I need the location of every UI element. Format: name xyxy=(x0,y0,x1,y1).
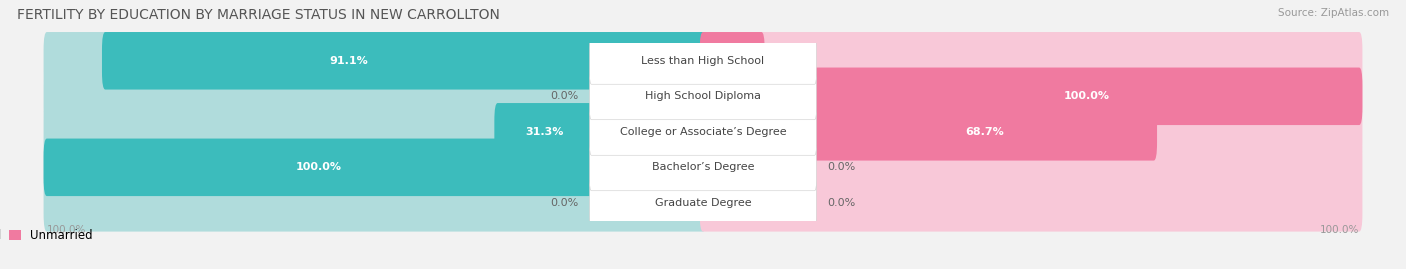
FancyBboxPatch shape xyxy=(44,139,706,196)
Text: 31.3%: 31.3% xyxy=(526,127,564,137)
Text: 91.1%: 91.1% xyxy=(329,56,368,66)
Text: 0.0%: 0.0% xyxy=(828,198,856,208)
FancyBboxPatch shape xyxy=(700,32,765,90)
Text: 0.0%: 0.0% xyxy=(550,91,578,101)
FancyBboxPatch shape xyxy=(700,103,1362,161)
Text: 100.0%: 100.0% xyxy=(1320,225,1360,235)
FancyBboxPatch shape xyxy=(44,139,706,196)
FancyBboxPatch shape xyxy=(44,174,706,232)
FancyBboxPatch shape xyxy=(700,32,1362,90)
FancyBboxPatch shape xyxy=(495,103,706,161)
FancyBboxPatch shape xyxy=(700,174,1362,232)
Text: 68.7%: 68.7% xyxy=(965,127,1004,137)
FancyBboxPatch shape xyxy=(589,37,817,84)
FancyBboxPatch shape xyxy=(103,32,706,90)
Text: Graduate Degree: Graduate Degree xyxy=(655,198,751,208)
FancyBboxPatch shape xyxy=(44,68,706,125)
FancyBboxPatch shape xyxy=(589,73,817,120)
FancyBboxPatch shape xyxy=(700,103,1157,161)
FancyBboxPatch shape xyxy=(589,144,817,191)
FancyBboxPatch shape xyxy=(44,103,706,161)
FancyBboxPatch shape xyxy=(700,68,1362,125)
Text: Bachelor’s Degree: Bachelor’s Degree xyxy=(652,162,754,172)
Text: 8.9%: 8.9% xyxy=(772,56,803,66)
FancyBboxPatch shape xyxy=(700,139,1362,196)
Text: 0.0%: 0.0% xyxy=(828,162,856,172)
Text: High School Diploma: High School Diploma xyxy=(645,91,761,101)
Text: 100.0%: 100.0% xyxy=(297,162,342,172)
Text: 100.0%: 100.0% xyxy=(46,225,86,235)
Text: 0.0%: 0.0% xyxy=(550,198,578,208)
Text: FERTILITY BY EDUCATION BY MARRIAGE STATUS IN NEW CARROLLTON: FERTILITY BY EDUCATION BY MARRIAGE STATU… xyxy=(17,8,499,22)
Legend: Married, Unmarried: Married, Unmarried xyxy=(0,224,97,247)
Text: Source: ZipAtlas.com: Source: ZipAtlas.com xyxy=(1278,8,1389,18)
FancyBboxPatch shape xyxy=(700,68,1362,125)
Text: 100.0%: 100.0% xyxy=(1064,91,1109,101)
FancyBboxPatch shape xyxy=(589,108,817,155)
FancyBboxPatch shape xyxy=(44,32,706,90)
FancyBboxPatch shape xyxy=(589,179,817,226)
Text: College or Associate’s Degree: College or Associate’s Degree xyxy=(620,127,786,137)
Text: Less than High School: Less than High School xyxy=(641,56,765,66)
